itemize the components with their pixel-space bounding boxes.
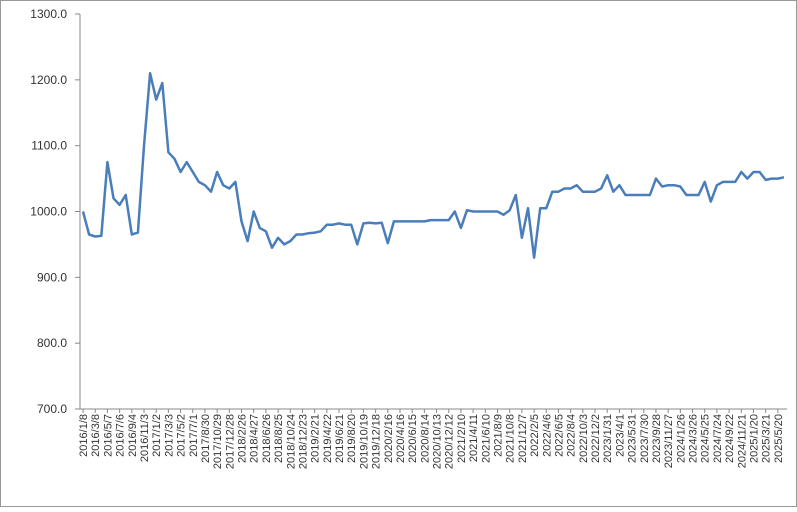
x-tick-label: 2017/10/29	[212, 414, 224, 469]
x-tick-label: 2017/5/2	[176, 414, 188, 457]
x-tick-label: 2021/4/11	[468, 414, 480, 462]
x-tick-label: 2020/10/13	[432, 414, 444, 469]
x-tick-label: 2024/3/26	[688, 414, 700, 463]
x-tick-label: 2020/8/14	[419, 414, 431, 463]
x-tick-label: 2019/6/21	[334, 414, 346, 463]
x-tick-label: 2020/12/12	[444, 414, 456, 469]
y-tick-label: 1000.0	[30, 205, 67, 219]
x-tick-label: 2023/5/31	[627, 414, 639, 463]
x-tick-label: 2021/8/9	[492, 414, 504, 457]
x-tick-label: 2017/3/3	[163, 414, 175, 457]
x-tick-label: 2018/12/23	[297, 414, 309, 469]
x-tick-label: 2025/1/20	[748, 414, 760, 463]
x-tick-label: 2023/1/31	[602, 414, 614, 463]
x-tick-label: 2022/12/2	[590, 414, 602, 463]
x-tick-label: 2019/12/18	[371, 414, 383, 469]
x-tick-label: 2018/6/26	[261, 414, 273, 463]
x-tick-label: 2022/6/5	[553, 414, 565, 457]
x-tick-label: 2021/12/7	[517, 414, 529, 463]
x-tick-label: 2020/4/16	[395, 414, 407, 463]
x-tick-label: 2019/2/21	[310, 414, 322, 463]
x-tick-label: 2022/2/5	[529, 414, 541, 457]
x-tick-label: 2020/2/16	[383, 414, 395, 463]
y-tick-label: 700.0	[37, 402, 67, 416]
x-tick-label: 2024/7/24	[712, 414, 724, 463]
x-tick-label: 2018/2/26	[237, 414, 249, 463]
y-tick-label: 1100.0	[31, 139, 67, 153]
x-tick-label: 2016/9/4	[127, 414, 139, 457]
x-tick-label: 2017/7/1	[188, 414, 200, 457]
x-tick-label: 2024/9/22	[724, 414, 736, 463]
x-tick-label: 2021/6/10	[480, 414, 492, 463]
x-tick-label: 2023/7/30	[639, 414, 651, 463]
x-tick-label: 2016/11/3	[139, 414, 151, 462]
x-tick-label: 2018/8/25	[273, 414, 285, 463]
x-tick-label: 2016/3/8	[90, 414, 102, 457]
x-tick-label: 2016/5/7	[102, 414, 114, 457]
x-tick-label: 2024/1/26	[675, 414, 687, 463]
x-tick-label: 2023/11/27	[663, 414, 675, 468]
x-tick-label: 2017/1/2	[151, 414, 163, 457]
y-tick-label: 1200.0	[30, 73, 67, 87]
x-tick-label: 2016/7/6	[115, 414, 127, 457]
x-tick-label: 2020/6/15	[407, 414, 419, 463]
x-tick-label: 2018/4/27	[249, 414, 261, 463]
x-tick-label: 2019/10/19	[358, 414, 370, 469]
x-tick-label: 2019/8/20	[346, 414, 358, 463]
x-tick-label: 2017/12/28	[224, 414, 236, 469]
y-tick-label: 900.0	[37, 270, 67, 284]
y-tick-label: 1300.0	[30, 7, 67, 21]
x-tick-label: 2024/5/25	[700, 414, 712, 463]
x-tick-label: 2019/4/22	[322, 414, 334, 463]
line-series	[81, 72, 785, 259]
x-tick-label: 2022/4/6	[541, 414, 553, 457]
x-tick-label: 2022/8/4	[566, 414, 578, 457]
x-tick-label: 2025/5/20	[773, 414, 785, 463]
x-tick-label: 2023/4/1	[614, 414, 626, 457]
x-tick-label: 2016/1/8	[78, 414, 90, 457]
y-tick-label: 800.0	[37, 336, 67, 350]
x-tick-label: 2017/8/30	[200, 414, 212, 463]
x-tick-label: 2018/10/24	[285, 414, 297, 469]
x-tick-label: 2021/10/8	[505, 414, 517, 463]
x-tick-label: 2025/3/21	[761, 414, 773, 463]
x-tick-label: 2021/2/10	[456, 414, 468, 463]
x-tick-label: 2024/11/21	[736, 414, 748, 468]
x-tick-label: 2022/10/3	[578, 414, 590, 463]
x-tick-label: 2023/9/28	[651, 414, 663, 463]
